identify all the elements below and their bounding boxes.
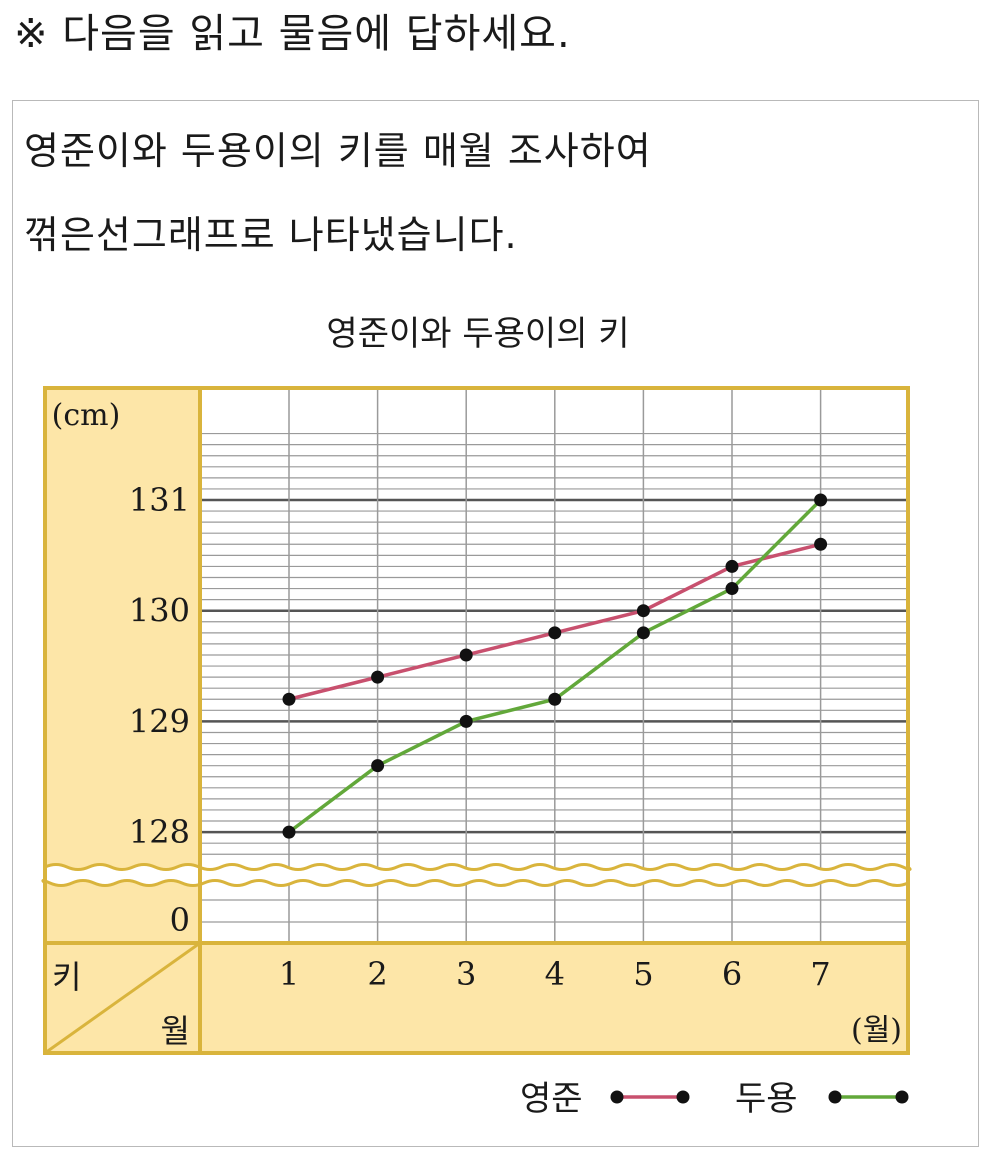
data-point	[371, 670, 385, 684]
x-axis-panel	[45, 943, 908, 1053]
y-unit-label: (cm)	[52, 398, 121, 433]
corner-diagonal	[44, 941, 201, 1055]
x-tick-label: 5	[633, 955, 653, 993]
data-point	[814, 493, 828, 507]
data-point	[282, 692, 296, 706]
y-tick-label: 129	[129, 702, 190, 740]
data-point	[636, 604, 650, 618]
x-tick-label: 2	[367, 955, 387, 993]
data-point	[636, 626, 650, 640]
data-point	[548, 626, 562, 640]
data-point	[459, 714, 473, 728]
y-tick-label: 0	[170, 901, 190, 939]
x-tick-label: 1	[279, 955, 299, 993]
data-point	[725, 582, 739, 596]
legend: 영준 두용	[520, 1079, 909, 1119]
series-layer	[282, 493, 828, 839]
x-tick-labels: 1 2 3 4 5 6 7	[279, 955, 831, 993]
instruction-text: ※ 다음을 읽고 물음에 답하세요.	[14, 11, 571, 57]
legend-marker	[610, 1090, 624, 1104]
data-point	[548, 692, 562, 706]
y-tick-labels: 131 130 129 128 0	[129, 481, 190, 939]
corner-label-top: 키	[52, 958, 81, 996]
x-tick-label: 7	[810, 955, 830, 993]
corner-label-bottom: 월	[161, 1012, 190, 1050]
data-point	[814, 537, 828, 551]
legend-marker	[828, 1090, 842, 1104]
description-line-1: 영준이와 두용이의 키를 매월 조사하여	[24, 129, 652, 173]
x-tick-label: 4	[545, 955, 565, 993]
description-line-2: 꺾은선그래프로 나타냈습니다.	[24, 213, 518, 257]
legend-label: 두용	[735, 1079, 798, 1119]
legend-marker	[895, 1090, 909, 1104]
chart-title: 영준이와 두용이의 키	[326, 314, 629, 354]
y-tick-label: 131	[129, 481, 190, 519]
x-unit-label: (월)	[851, 1013, 902, 1048]
x-tick-label: 3	[456, 955, 476, 993]
data-point	[725, 559, 739, 573]
data-point	[459, 648, 473, 662]
legend-label: 영준	[520, 1079, 583, 1119]
legend-marker	[676, 1090, 690, 1104]
data-point	[282, 825, 296, 839]
data-point	[371, 759, 385, 773]
chart-frame	[43, 386, 910, 1055]
y-tick-label: 130	[129, 592, 190, 630]
y-axis-panel	[45, 388, 200, 943]
problem-box	[12, 100, 979, 1147]
x-tick-label: 6	[722, 955, 742, 993]
y-tick-label: 128	[129, 813, 190, 851]
